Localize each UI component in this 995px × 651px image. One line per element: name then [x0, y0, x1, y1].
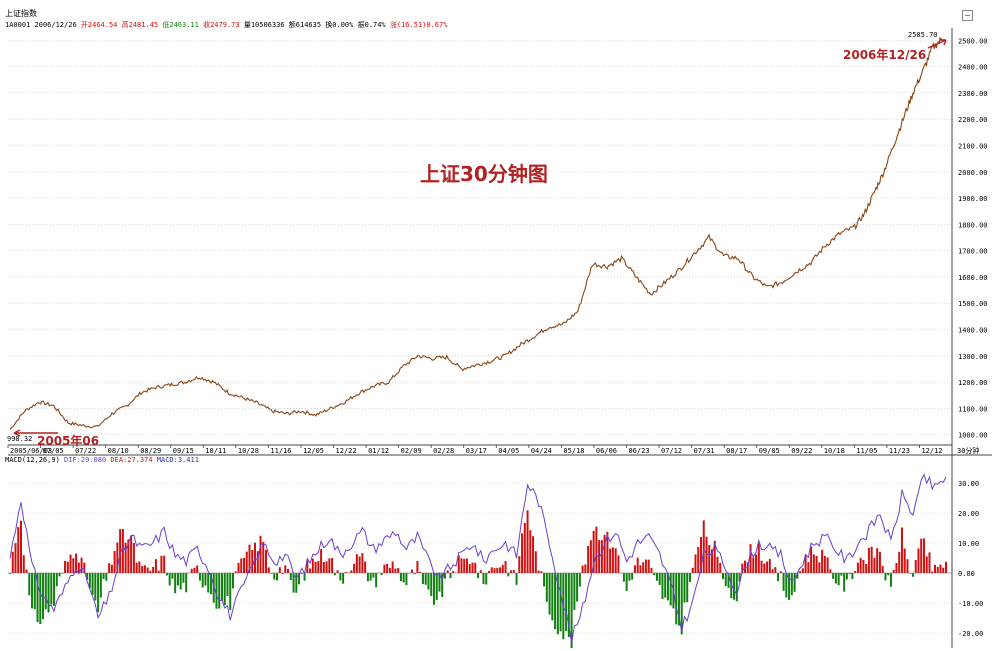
xtick-label: 11/05: [856, 447, 877, 455]
xtick-label: 08/17: [726, 447, 747, 455]
price-line: [9, 36, 943, 430]
price-ytick-label: 1700.00: [958, 248, 988, 256]
quote-open: 开2464.54: [80, 21, 118, 29]
xtick-label: 11/16: [270, 447, 291, 455]
index-title: 上证指数: [5, 9, 37, 18]
low-value-label: 998.32: [7, 435, 33, 443]
quote-volume: 量10506336: [243, 21, 285, 29]
macd-ytick-label: 10.00: [958, 540, 979, 548]
quote-change: 涨(16.51)0.67%: [389, 21, 448, 29]
xtick-label: 02/28: [433, 447, 454, 455]
price-ytick-label: 1300.00: [958, 353, 988, 361]
start-arrow: [13, 429, 58, 437]
xtick-label: 09/05: [759, 447, 780, 455]
price-ytick-label: 1900.00: [958, 195, 988, 203]
quote-amplitude: 振0.74%: [357, 21, 386, 29]
price-ytick-label: 2300.00: [958, 90, 988, 98]
price-ytick-label: 1400.00: [958, 327, 988, 335]
price-ytick-label: 2200.00: [958, 116, 988, 124]
xtick-label: 06/06: [596, 447, 617, 455]
quote-low: 低2463.11: [162, 21, 199, 29]
xtick-label: 12/12: [921, 447, 942, 455]
price-ytick-label: 1000.00: [958, 432, 988, 440]
xtick-label: 07/31: [694, 447, 715, 455]
xtick-label: 2005/06/03: [10, 447, 52, 455]
xtick-label: 01/12: [368, 447, 389, 455]
start-date-annotation: 2005年06: [37, 434, 100, 448]
price-ytick-label: 1600.00: [958, 274, 988, 282]
collapse-icon[interactable]: [962, 10, 973, 21]
end-date-annotation: 2006年12/26: [843, 48, 927, 62]
macd-ytick-label: -10.00: [958, 600, 983, 608]
macd-name: MACD(12,26,9): [5, 456, 60, 464]
xtick-label: 04/24: [531, 447, 552, 455]
xtick-label: 10/11: [205, 447, 226, 455]
macd-dif: DIF:29.080: [64, 456, 107, 464]
quote-high: 高2481.45: [121, 21, 159, 29]
xtick-label: 07/05: [43, 447, 64, 455]
quote-amount: 额614635: [288, 21, 322, 29]
xtick-label: 10/18: [824, 447, 845, 455]
xtick-label: 03/17: [466, 447, 487, 455]
quote-date: 2006/12/26: [34, 21, 77, 29]
xtick-label: 07/22: [75, 447, 96, 455]
xtick-label: 11/23: [889, 447, 910, 455]
xtick-label: 10/28: [238, 447, 259, 455]
xtick-label: 09/22: [791, 447, 812, 455]
price-ytick-label: 1500.00: [958, 300, 988, 308]
price-ytick-label: 2100.00: [958, 142, 988, 150]
price-ytick-label: 2400.00: [958, 64, 988, 72]
price-ytick-label: 1800.00: [958, 221, 988, 229]
xtick-label: 05/18: [563, 447, 584, 455]
macd-ytick-label: 0.00: [958, 570, 975, 578]
price-ytick-label: 1200.00: [958, 379, 988, 387]
macd-ytick-label: 30.00: [958, 480, 979, 488]
price-ytick-label: 2000.00: [958, 169, 988, 177]
macd-ytick-label: 20.00: [958, 510, 979, 518]
quote-turnover: 换0.00%: [325, 21, 354, 29]
high-value-label: 2505.70: [908, 31, 938, 39]
chart-title: 上证30分钟图: [420, 162, 548, 186]
end-arrow: [927, 39, 947, 49]
macd-value: MACD:3.411: [156, 456, 199, 464]
macd-dea: DEA:27.374: [110, 456, 153, 464]
quote-bar: 1A0001 2006/12/26 开2464.54 高2481.45 低246…: [5, 20, 447, 30]
xtick-label: 08/10: [108, 447, 129, 455]
xtick-label: 02/09: [401, 447, 422, 455]
price-ytick-label: 2500.00: [958, 37, 988, 45]
quote-code: 1A0001: [5, 21, 31, 29]
xtick-label: 06/23: [628, 447, 649, 455]
xtick-label: 12/22: [336, 447, 357, 455]
xtick-label: 08/29: [140, 447, 161, 455]
xtick-label: 09/15: [173, 447, 194, 455]
quote-close: 收2479.73: [203, 21, 240, 29]
macd-header: MACD(12,26,9) DIF:29.080 DEA:27.374 MACD…: [5, 456, 199, 464]
xtick-label: 12/05: [303, 447, 324, 455]
macd-ytick-label: -20.00: [958, 630, 983, 638]
macd-dif-line: [9, 473, 947, 644]
xtick-label: 07/12: [661, 447, 682, 455]
period-label[interactable]: 30分钟: [957, 447, 980, 455]
price-ytick-label: 1100.00: [958, 405, 988, 413]
xtick-label: 04/05: [498, 447, 519, 455]
